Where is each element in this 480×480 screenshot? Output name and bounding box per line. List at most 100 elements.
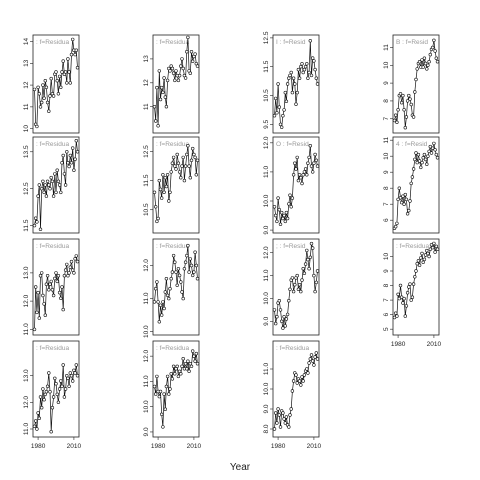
data-point <box>157 69 162 73</box>
data-point <box>39 100 44 105</box>
data-point <box>291 379 296 383</box>
data-point <box>411 167 416 171</box>
data-point <box>41 293 45 298</box>
data-point <box>75 259 80 264</box>
data-point <box>185 152 189 157</box>
data-point <box>42 190 46 195</box>
data-point <box>191 59 195 63</box>
data-point <box>181 66 185 71</box>
data-point <box>57 183 62 187</box>
panel-14: : f=Residua 9.0 10.0 11.0 12.0 1980 2010 <box>143 340 202 450</box>
data-point <box>57 74 62 79</box>
data-point <box>56 274 61 278</box>
data-point <box>179 280 183 284</box>
data-point <box>68 265 73 269</box>
data-point <box>294 373 298 377</box>
data-point <box>179 372 183 376</box>
data-point <box>181 155 185 160</box>
data-point <box>193 52 197 56</box>
data-point <box>179 176 183 180</box>
data-point <box>62 274 67 278</box>
data-point <box>277 413 281 417</box>
y-tick-label: 12.5 <box>23 182 30 195</box>
data-point <box>312 273 316 278</box>
data-point <box>185 253 189 258</box>
data-point <box>392 315 397 320</box>
data-point <box>162 392 166 396</box>
data-point <box>276 196 280 200</box>
data-point <box>175 364 179 368</box>
data-point <box>51 395 56 399</box>
data-point <box>432 38 436 42</box>
panel-7: O : f=Resid 9.0 10.0 11.0 12.0 <box>263 136 320 235</box>
data-point <box>396 108 400 112</box>
y-tick-label: 10.0 <box>263 194 270 207</box>
data-point <box>398 92 403 96</box>
data-point <box>272 113 277 118</box>
data-point <box>422 152 427 157</box>
data-point <box>280 125 284 129</box>
data-point <box>171 155 176 160</box>
y-tick-label: 11.5 <box>263 60 270 73</box>
data-point <box>294 102 298 106</box>
data-point <box>60 384 64 388</box>
data-point <box>300 278 304 282</box>
data-point <box>274 96 278 101</box>
data-point <box>434 56 438 60</box>
data-point <box>59 379 63 383</box>
panel-frame <box>272 238 320 336</box>
data-point <box>434 244 438 249</box>
data-point <box>169 170 173 174</box>
data-point <box>35 427 39 431</box>
x-tick-label: 1980 <box>151 443 166 450</box>
data-point <box>36 411 40 415</box>
data-point <box>165 173 170 177</box>
data-point <box>297 173 302 177</box>
series-line <box>394 143 438 229</box>
data-point <box>313 152 317 157</box>
data-point <box>158 303 163 307</box>
data-point <box>165 78 170 83</box>
data-point <box>290 276 295 280</box>
data-point <box>175 283 179 287</box>
x-tick-label: 2010 <box>427 341 442 348</box>
data-point <box>405 99 410 103</box>
data-point <box>54 70 58 74</box>
data-point <box>301 173 305 177</box>
data-point <box>185 367 189 371</box>
data-point <box>67 384 71 388</box>
data-point <box>272 427 277 431</box>
data-point <box>287 202 291 206</box>
y-tick-label: 10.0 <box>143 325 150 338</box>
data-point <box>272 205 277 209</box>
data-point <box>63 183 68 187</box>
data-point <box>67 164 71 169</box>
data-point <box>70 268 75 272</box>
y-tick-label: 8 <box>383 283 390 287</box>
data-point <box>403 192 407 197</box>
data-point <box>158 187 163 192</box>
data-point <box>47 183 51 187</box>
data-point <box>41 83 45 87</box>
data-point <box>313 289 317 294</box>
data-point <box>299 64 303 69</box>
data-point <box>192 152 196 157</box>
data-point <box>422 56 427 60</box>
data-point <box>70 146 75 150</box>
data-point <box>50 288 55 292</box>
data-point <box>305 173 309 177</box>
data-point <box>314 351 318 355</box>
data-point <box>194 173 199 177</box>
y-tick-label: 7 <box>383 202 390 206</box>
data-point <box>173 372 177 376</box>
data-point <box>48 94 52 98</box>
data-point <box>432 141 436 146</box>
data-point <box>67 271 71 275</box>
data-point <box>302 67 307 72</box>
data-point <box>407 93 411 98</box>
data-point <box>419 165 423 170</box>
data-point <box>67 70 71 74</box>
data-point <box>428 247 432 251</box>
data-point <box>277 299 281 303</box>
